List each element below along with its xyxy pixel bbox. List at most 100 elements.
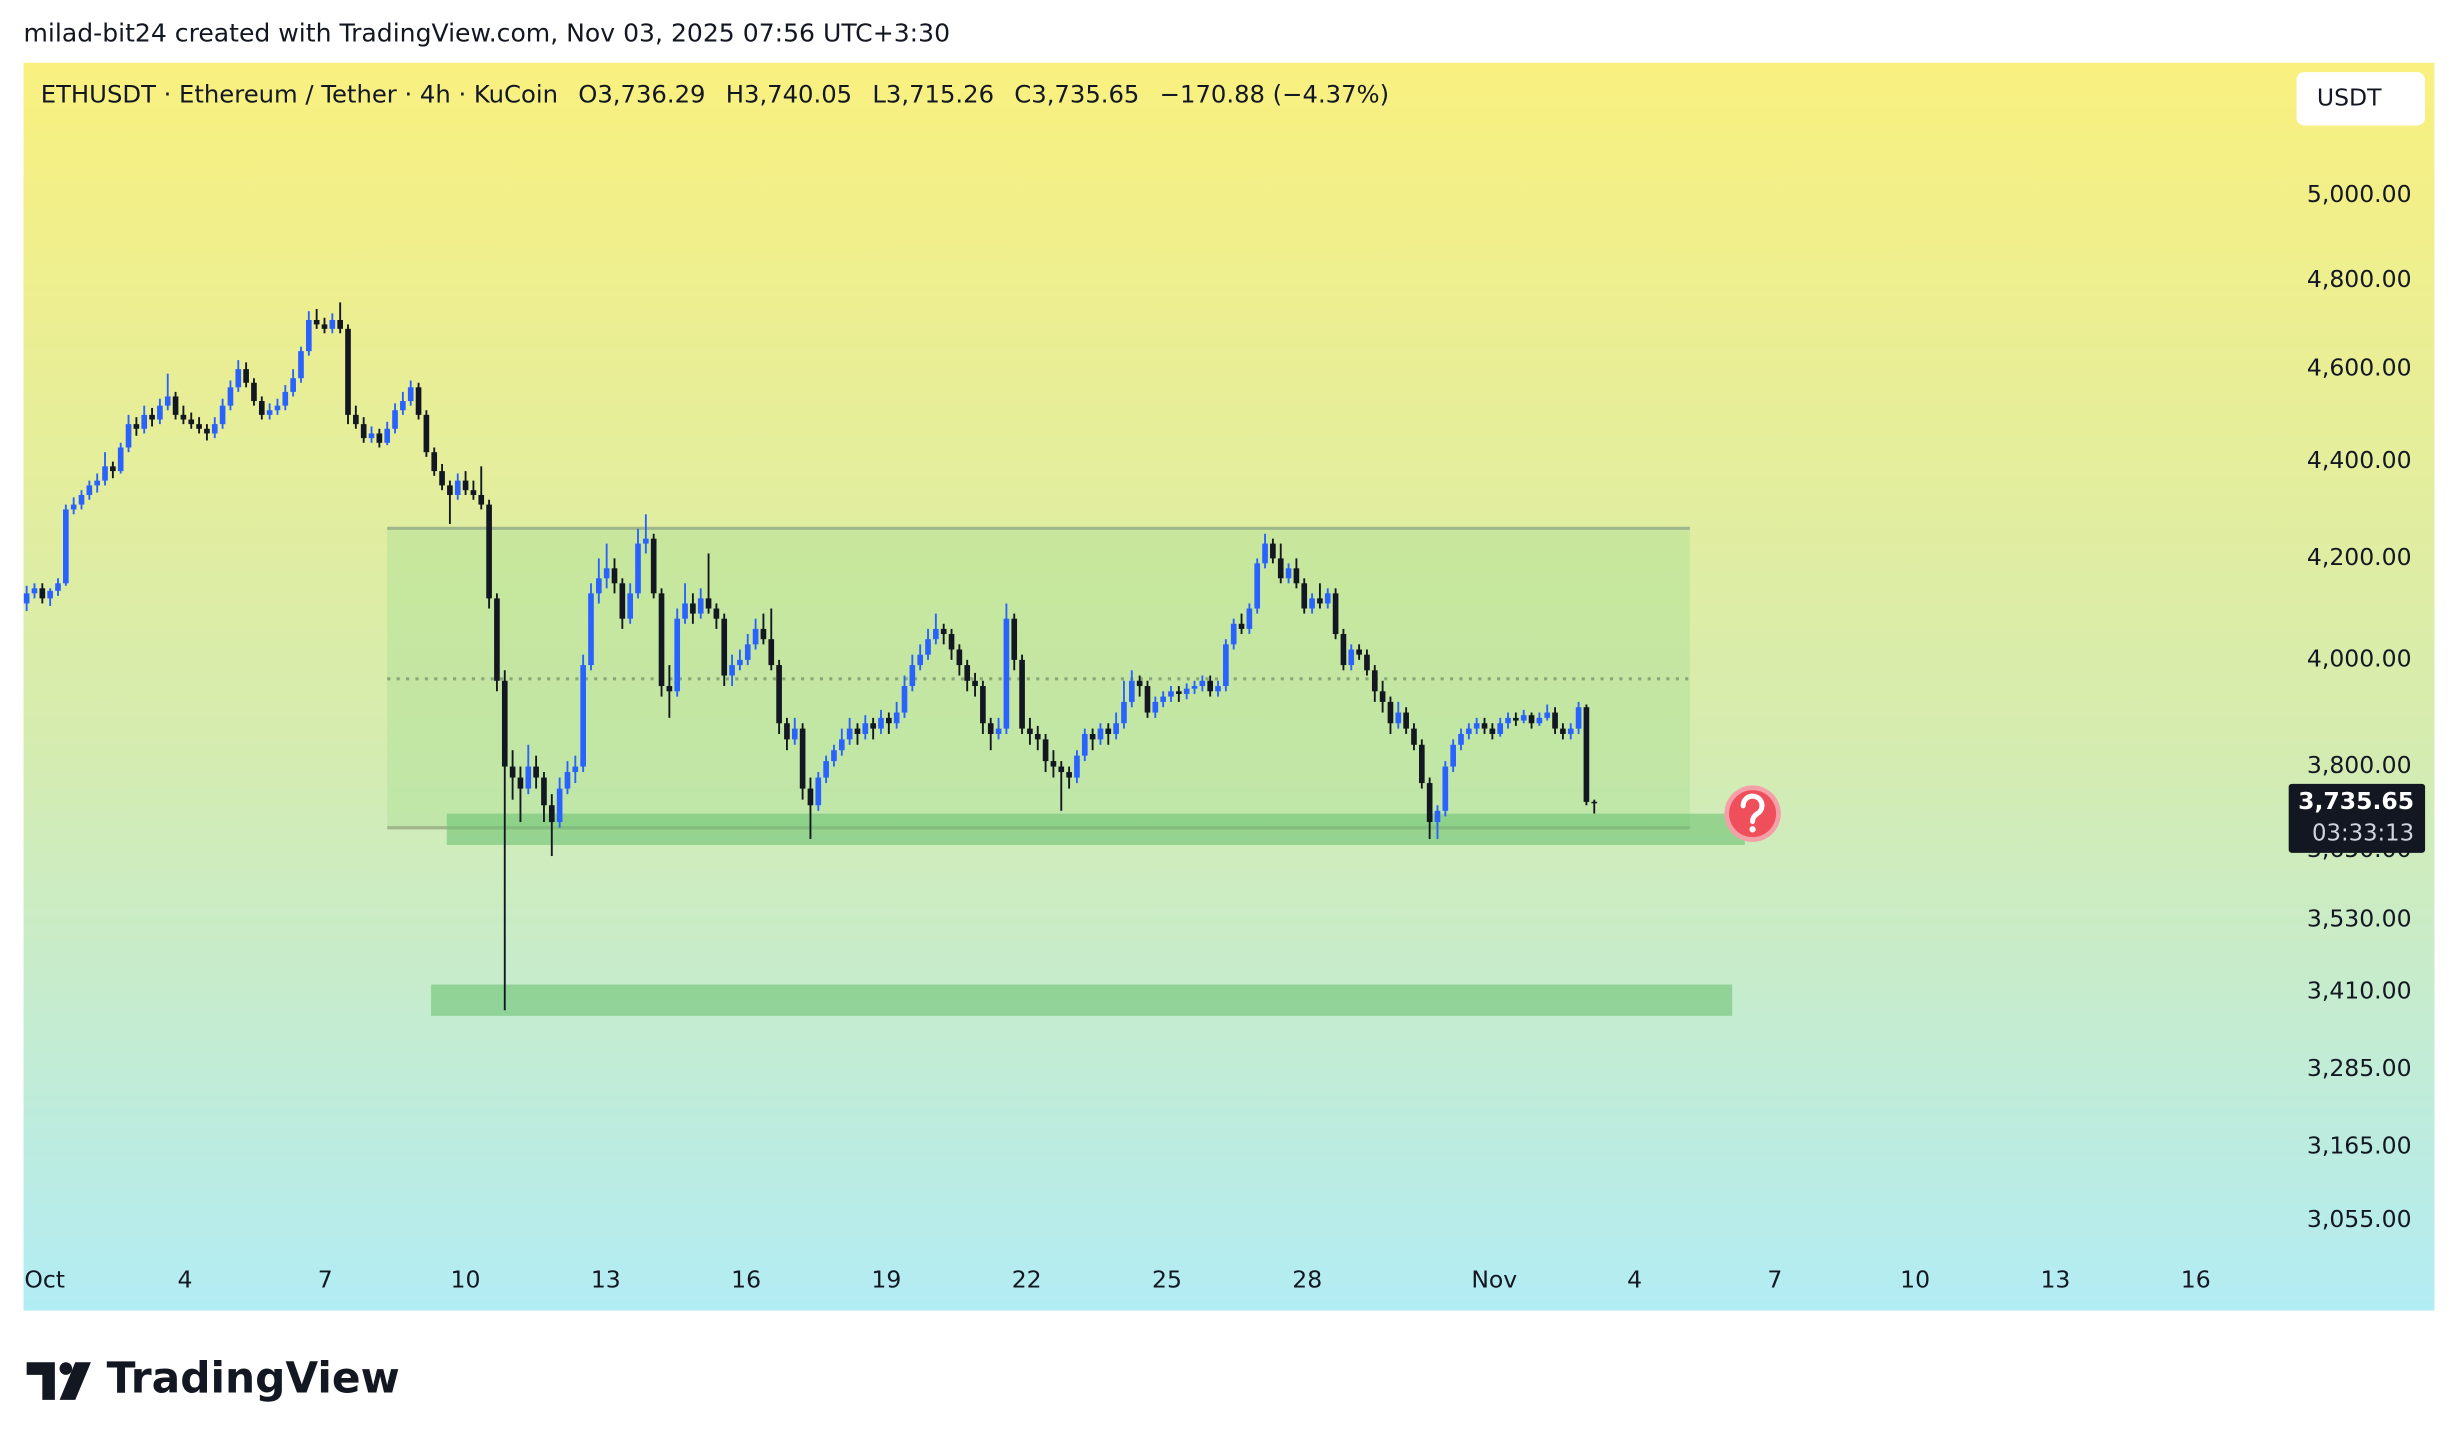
countdown: 03:33:13 (2312, 821, 2414, 847)
candle-body (345, 328, 351, 415)
candle-body (1027, 728, 1033, 734)
candle-body (321, 324, 328, 329)
candle-body (282, 391, 289, 406)
candle-body (486, 504, 492, 599)
candle-body (384, 428, 391, 443)
candle-body (596, 578, 602, 594)
candle-body (666, 686, 673, 692)
y-axis: 5,000.00 4,800.00 4,600.00 4,400.00 4,200.00… (2307, 180, 2412, 1233)
candle-body (1371, 670, 1378, 692)
candle-body (1466, 728, 1472, 734)
candle-body (102, 466, 108, 481)
legend-open: O3,736.29 (578, 80, 705, 109)
candle-body (1528, 715, 1535, 724)
candle-body (525, 766, 532, 789)
candle-body (854, 728, 861, 734)
candle-body (737, 659, 743, 666)
candle-body (235, 369, 242, 388)
candle-body (407, 387, 414, 402)
y-tick-label: 4,000.00 (2307, 644, 2412, 672)
candle-body (705, 598, 712, 609)
candle-body (31, 588, 38, 594)
credit: milad-bit24 created with TradingView.com… (24, 19, 951, 48)
candle-body (1395, 712, 1402, 724)
candle-body (470, 490, 477, 495)
candle-body (157, 405, 163, 420)
x-tick-label: 25 (1152, 1265, 1182, 1293)
candle-body (517, 777, 524, 789)
candle-body (1136, 680, 1143, 687)
candle-body (964, 665, 971, 681)
candle-body (1567, 728, 1574, 734)
candle-body (1458, 733, 1464, 745)
brand: TradingView (107, 1354, 400, 1403)
candle-body (141, 414, 148, 429)
candle-body (290, 378, 296, 392)
brand-logo (26, 1362, 91, 1400)
support-zone (431, 984, 1733, 1016)
candle-body (1034, 733, 1041, 740)
candle-body (533, 766, 539, 778)
candle-body (556, 788, 563, 823)
candle-body (251, 382, 257, 402)
candle-body (1340, 634, 1347, 666)
candle-body (63, 509, 69, 584)
candle-body (948, 634, 955, 650)
candle-body (619, 583, 626, 619)
candle-body (1426, 783, 1433, 823)
candle-body (110, 466, 116, 472)
candle-body (1105, 728, 1112, 734)
candle-body (509, 766, 516, 778)
candle-body (1505, 717, 1511, 724)
candle-body (682, 603, 688, 619)
candle-body (909, 665, 916, 687)
candle-body (1003, 618, 1010, 729)
candle-body (878, 717, 884, 729)
candle-body (329, 319, 336, 329)
x-tick-label: 4 (1627, 1265, 1642, 1293)
candle-body (760, 628, 767, 640)
last-price: 3,735.65 (2298, 787, 2414, 815)
x-tick-label: 10 (451, 1265, 481, 1293)
candle-body (1168, 691, 1174, 697)
candle-body (1199, 680, 1206, 687)
candle-body (548, 805, 555, 823)
candle-body (1089, 733, 1096, 740)
candle-body (227, 387, 234, 406)
y-tick-label: 3,800.00 (2307, 751, 2412, 779)
candle-body (603, 568, 610, 579)
candle-body (752, 628, 759, 645)
candle-body (1277, 558, 1284, 579)
candle-body (1285, 568, 1292, 579)
x-tick-label: Oct (24, 1265, 65, 1293)
candle-body (697, 598, 704, 614)
candle-body (164, 396, 171, 406)
x-axis: Oct 4 7 10 13 16 19 22 25 28 Nov 4 7 10 13 16 (24, 1265, 2210, 1293)
candle-body (1364, 654, 1370, 671)
candle-body (47, 590, 53, 599)
candle-body (1128, 680, 1135, 702)
candle-body (1011, 618, 1018, 660)
x-tick-label: 7 (1767, 1265, 1782, 1293)
candle-body (274, 405, 281, 411)
candle-body (494, 598, 500, 681)
candle-body (1309, 598, 1315, 609)
candle-body (893, 712, 900, 724)
candle-body (305, 319, 312, 352)
candle-body (1113, 723, 1119, 734)
candle-body (572, 766, 579, 773)
candle-body (337, 319, 343, 329)
currency-button[interactable] (2296, 72, 2426, 126)
candle-body (1513, 717, 1519, 721)
x-tick-label: 4 (177, 1265, 192, 1293)
candle-body (149, 414, 155, 420)
candle-body (721, 618, 728, 676)
candle-body (1223, 644, 1229, 687)
candle-body (423, 414, 430, 453)
candle-body (353, 414, 359, 425)
candle-body (729, 665, 735, 676)
currency[interactable]: USDT (2317, 83, 2382, 111)
support-zone (446, 813, 1745, 845)
candle-body (1050, 761, 1057, 767)
candle-body (1262, 543, 1268, 564)
